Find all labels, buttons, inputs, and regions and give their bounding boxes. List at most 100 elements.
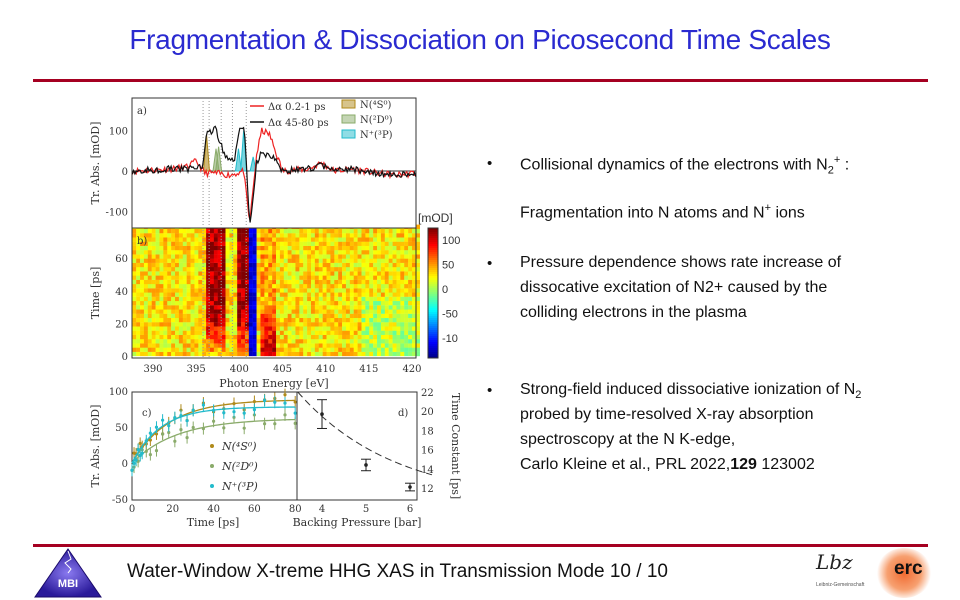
heatmap-cell [147,322,152,327]
heatmap-cell [260,347,265,352]
heatmap-cell [338,228,343,234]
heatmap-cell [143,267,149,272]
heatmap-cell [206,351,211,357]
heatmap-cell [260,351,265,357]
heatmap-cell [349,258,354,263]
heatmap-cell [163,313,168,319]
heatmap-cell [132,275,137,280]
heatmap-cell [349,300,354,306]
heatmap-cell [369,241,374,246]
heatmap-cell [178,271,183,276]
heatmap-cell [202,250,207,255]
heatmap-cell [326,250,331,255]
heatmap-cell [334,343,339,348]
heatmap-cell [361,228,366,234]
heatmap-cell [190,254,195,259]
heatmap-cell [342,233,347,238]
heatmap-cell [357,300,362,306]
data-point [212,408,216,412]
heatmap-cell [365,330,370,335]
heatmap-cell [365,326,370,331]
heatmap-cell [190,258,195,263]
heatmap-cell [345,322,351,327]
heatmap-cell [318,322,323,327]
heatmap-cell [295,258,300,263]
heatmap-cell [415,343,420,348]
heatmap-cell [396,283,401,289]
heatmap-cell [287,305,292,310]
heatmap-cell [299,334,304,340]
heatmap-cell [408,228,413,234]
heatmap-cell [392,300,397,306]
heatmap-cell [241,288,246,293]
x-tick-label: 0 [129,504,135,515]
heatmap-cell [143,258,149,263]
heatmap-cell [206,296,211,302]
heatmap-cell [229,317,234,323]
heatmap-cell [388,296,393,302]
heatmap-cell [276,300,281,306]
heatmap-cell [404,351,409,357]
heatmap-cell [163,296,168,302]
heatmap-cell [283,237,288,242]
heatmap-cell [400,267,405,272]
heatmap-cell [353,283,358,289]
heatmap-cell [225,254,230,259]
heatmap-cell [310,313,316,319]
heatmap-cell [163,334,168,340]
heatmap-cell [209,351,215,357]
heatmap-cell [256,343,261,348]
heatmap-cell [384,254,389,259]
heatmap-cell [241,292,246,297]
heatmap-cell [194,347,199,352]
heatmap-cell [229,228,234,234]
legend-label: N(⁴S⁰) [360,100,392,111]
heatmap-cell [256,267,261,272]
text: colliding electrons in the plasma [520,304,747,321]
heatmap-cell [408,237,413,242]
data-point [263,398,267,403]
heatmap-cell [334,271,339,276]
heatmap-cell [194,330,199,335]
x-tick-label: 390 [143,364,162,375]
heatmap-cell [209,254,215,259]
heatmap-cell [373,245,378,251]
heatmap-cell [384,322,389,327]
heatmap-cell [143,250,149,255]
heatmap-cell [411,296,417,302]
colorbar-segment [428,302,438,305]
heatmap-cell [248,275,253,280]
heatmap-cell [345,233,351,238]
heatmap-cell [221,283,226,289]
heatmap-cell [380,300,386,306]
heatmap-cell [310,237,316,242]
heatmap-cell [310,258,316,263]
heatmap-cell [384,334,389,340]
heatmap-cell [237,283,242,289]
heatmap-cell [167,237,172,242]
heatmap-cell [132,347,137,352]
heatmap-cell [357,330,362,335]
heatmap-cell [171,343,176,348]
y-axis-label: Time [ps] [89,267,102,320]
bullet-text-line: Carlo Kleine et al., PRL 2022,129 123002 [520,456,815,474]
heatmap-cell [287,347,292,352]
heatmap-cell [291,334,296,340]
heatmap-cell [140,245,145,251]
heatmap-cell [136,228,141,234]
heatmap-cell [248,347,253,352]
heatmap-cell [322,262,327,268]
heatmap-cell [322,250,327,255]
heatmap-cell [213,317,218,323]
heatmap-cell [217,334,222,340]
heatmap-cell [209,279,215,285]
heatmap-cell [252,326,257,331]
heatmap-cell [268,267,273,272]
colorbar-segment [428,280,438,283]
heatmap-cell [380,233,386,238]
colorbar-segment [428,294,438,297]
heatmap-cell [233,241,238,246]
heatmap-cell [190,275,195,280]
heatmap-cell [151,262,156,268]
x-tick-label: 40 [207,504,220,515]
